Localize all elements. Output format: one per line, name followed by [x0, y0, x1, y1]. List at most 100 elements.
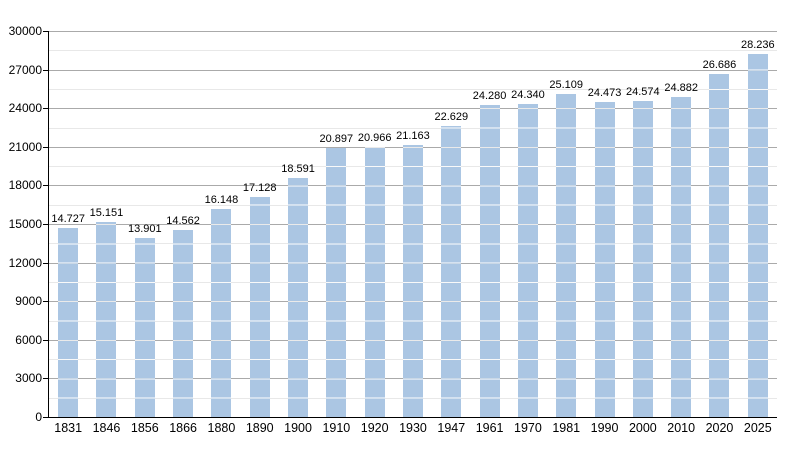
x-tick-label: 1900: [284, 421, 312, 435]
bar-value-label: 14.727: [51, 212, 85, 225]
bar-slot: 25.109: [547, 31, 585, 417]
y-tick-mark: [43, 340, 49, 341]
plot-area: 14.727 15.151 13.901 14.562 16.148 17.128 18.5…: [49, 31, 777, 417]
bar-1930: [402, 144, 423, 417]
x-tick-label: 1970: [514, 421, 542, 435]
y-tick-mark: [43, 417, 49, 418]
bar-slot: 15.151: [87, 31, 125, 417]
x-tick-label: 1890: [245, 421, 274, 435]
bar-slot: 24.473: [585, 31, 623, 417]
bar-2025: [747, 53, 768, 417]
bar-slot: 16.148: [202, 31, 240, 417]
y-tick-mark: [43, 263, 49, 264]
bar-slot: 13.901: [126, 31, 164, 417]
bar-slot: 14.562: [164, 31, 202, 417]
bar-value-label: 24.882: [664, 81, 698, 94]
bar-1856: [134, 238, 155, 417]
bar-1900: [288, 177, 309, 417]
bar-slot: 24.882: [662, 31, 700, 417]
x-tick-label: 1846: [92, 421, 121, 435]
y-tick-label: 30000: [8, 24, 42, 38]
bar-2000: [632, 100, 653, 417]
bar-value-label: 15.151: [89, 207, 124, 220]
bar-2020: [709, 73, 730, 417]
bar-1981: [556, 93, 577, 417]
y-tick-mark: [43, 31, 49, 32]
x-tick-label: 1856: [130, 421, 159, 435]
bar-1947: [441, 125, 462, 417]
x-tick-label: 1831: [54, 421, 83, 435]
bar-slot: 21.163: [394, 31, 432, 417]
bar-slot: 26.686: [700, 31, 738, 417]
bars-container: 14.727 15.151 13.901 14.562 16.148 17.128 18.5…: [49, 31, 777, 417]
y-tick-label: 18000: [8, 178, 42, 192]
bar-1890: [249, 196, 270, 417]
bar-value-label: 21.163: [396, 129, 430, 142]
bar-value-label: 25.109: [549, 78, 584, 91]
bar-value-label: 28.236: [740, 38, 775, 51]
bar-value-label: 26.686: [702, 58, 737, 71]
gridline-major: [49, 31, 777, 32]
y-tick-label: 0: [35, 410, 42, 424]
bar-1970: [517, 103, 538, 417]
bar-value-label: 24.340: [511, 88, 545, 101]
bar-1961: [479, 104, 500, 417]
x-tick-label: 1930: [399, 421, 427, 435]
x-tick-label: 1961: [475, 421, 504, 435]
x-tick-label: 2010: [667, 421, 696, 435]
bar-value-label: 22.629: [434, 110, 469, 123]
bar-1846: [96, 222, 117, 417]
bar-value-label: 20.897: [319, 133, 354, 146]
bar-value-label: 24.280: [472, 89, 507, 102]
x-tick-label: 1866: [169, 421, 197, 435]
bar-value-label: 14.562: [166, 214, 200, 227]
y-tick-label: 27000: [8, 63, 42, 77]
bar-value-label: 24.473: [587, 87, 622, 100]
y-tick-mark: [43, 224, 49, 225]
y-tick-label: 24000: [8, 101, 42, 115]
y-tick-label: 9000: [15, 294, 42, 308]
y-tick-mark: [43, 301, 49, 302]
x-tick-label: 1947: [437, 421, 466, 435]
bar-2010: [671, 96, 692, 417]
x-tick-label: 2000: [628, 421, 657, 435]
x-tick-label: 1990: [590, 421, 619, 435]
bar-slot: 18.591: [279, 31, 317, 417]
gridline-minor: [49, 127, 777, 129]
y-tick-mark: [43, 147, 49, 148]
y-tick-label: 15000: [8, 217, 42, 231]
x-tick-label: 1981: [552, 421, 581, 435]
bar-value-label: 18.591: [281, 162, 315, 175]
x-tick-label: 1920: [360, 421, 389, 435]
y-tick-label: 12000: [8, 256, 42, 270]
bar-1920: [364, 147, 385, 417]
gridline-major: [49, 69, 777, 71]
x-tick-label: 2020: [705, 421, 734, 435]
y-tick-mark: [43, 70, 49, 71]
x-axis-line: [48, 417, 777, 418]
y-tick-mark: [43, 378, 49, 379]
bar-1990: [594, 102, 615, 417]
bar-slot: 24.574: [624, 31, 662, 417]
gridline-minor: [49, 50, 777, 52]
y-tick-mark: [43, 108, 49, 109]
bar-1880: [211, 209, 232, 417]
bar-slot: 28.236: [739, 31, 777, 417]
x-axis-labels: 1831 1846 1856 1866 1880 1890 1900 1910 1920 1930…: [49, 421, 777, 435]
bar-1831: [58, 227, 79, 417]
bar-1910: [326, 148, 347, 417]
bar-value-label: 16.148: [204, 194, 239, 207]
y-tick-label: 3000: [15, 371, 42, 385]
bar-slot: 17.128: [241, 31, 279, 417]
bar-slot: 14.727: [49, 31, 87, 417]
x-tick-label: 1910: [322, 421, 351, 435]
y-tick-mark: [43, 185, 49, 186]
bar-value-label: 17.128: [242, 181, 277, 194]
bar-1866: [173, 229, 194, 417]
bar-slot: 24.340: [509, 31, 547, 417]
bar-slot: 22.629: [432, 31, 470, 417]
bar-slot: 20.897: [317, 31, 355, 417]
gridline-minor: [49, 88, 777, 90]
y-tick-label: 21000: [8, 140, 42, 154]
